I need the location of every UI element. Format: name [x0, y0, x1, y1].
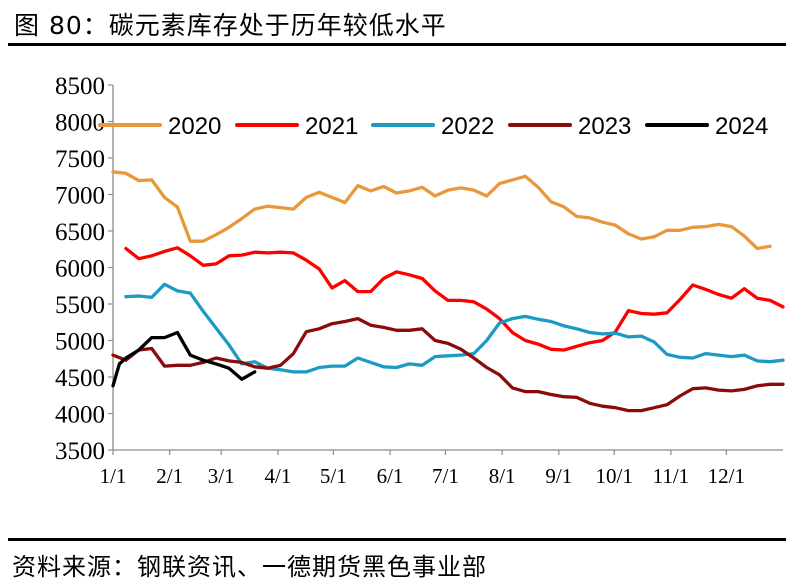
- bottom-rule: [8, 538, 786, 541]
- series-line-2020: [111, 170, 772, 251]
- series-line-2024: [111, 330, 257, 388]
- x-tick-label: 4/1: [265, 464, 292, 488]
- figure-title: 图 80：碳元素库存处于历年较低水平: [14, 11, 447, 40]
- y-tick-label: 6000: [55, 256, 105, 283]
- legend-label-2023: 2023: [578, 113, 631, 140]
- y-tick-label: 8500: [55, 73, 105, 100]
- x-axis-ticks: 1/1 2/1 3/1 4/1 5/1 6/1 7/1 8/1 9/1 10/1 11/1 12/1: [100, 450, 745, 488]
- x-tick-label: 12/1: [708, 464, 745, 488]
- y-tick-label: 3500: [55, 438, 105, 465]
- y-tick-label: 4500: [55, 365, 105, 392]
- x-tick-label: 5/1: [320, 464, 347, 488]
- legend-label-2022: 2022: [441, 113, 494, 140]
- top-rule: [8, 43, 786, 46]
- y-tick-label: 5500: [55, 292, 105, 319]
- y-tick-label: 6500: [55, 219, 105, 246]
- y-tick-label: 5000: [55, 329, 105, 356]
- x-tick-label: 10/1: [596, 464, 633, 488]
- x-tick-label: 3/1: [208, 464, 235, 488]
- x-tick-label: 1/1: [100, 464, 127, 488]
- chart-series: [111, 170, 785, 413]
- y-tick-label: 7500: [55, 146, 105, 173]
- series-line-2023: [111, 316, 785, 413]
- x-tick-label: 8/1: [489, 464, 516, 488]
- y-tick-label: 7000: [55, 183, 105, 210]
- legend-label-2024: 2024: [715, 113, 768, 140]
- chart-legend: 2020 2021 2022 2023 2024: [98, 113, 768, 140]
- x-tick-label: 9/1: [545, 464, 572, 488]
- legend-label-2021: 2021: [305, 113, 358, 140]
- x-tick-label: 7/1: [432, 464, 459, 488]
- x-tick-label: 11/1: [653, 464, 690, 488]
- y-tick-label: 8000: [55, 110, 105, 137]
- x-tick-label: 2/1: [156, 464, 183, 488]
- series-line-2021: [124, 246, 785, 352]
- source-note: 资料来源：钢联资讯、一德期货黑色事业部: [12, 553, 487, 581]
- series-line-2022: [124, 282, 785, 374]
- x-tick-label: 6/1: [377, 464, 404, 488]
- y-axis-ticks: 3500 4000 4500 5000 5500 6000 6500 7000 7500 8000…: [55, 73, 113, 465]
- y-tick-label: 4000: [55, 402, 105, 429]
- legend-label-2020: 2020: [168, 113, 221, 140]
